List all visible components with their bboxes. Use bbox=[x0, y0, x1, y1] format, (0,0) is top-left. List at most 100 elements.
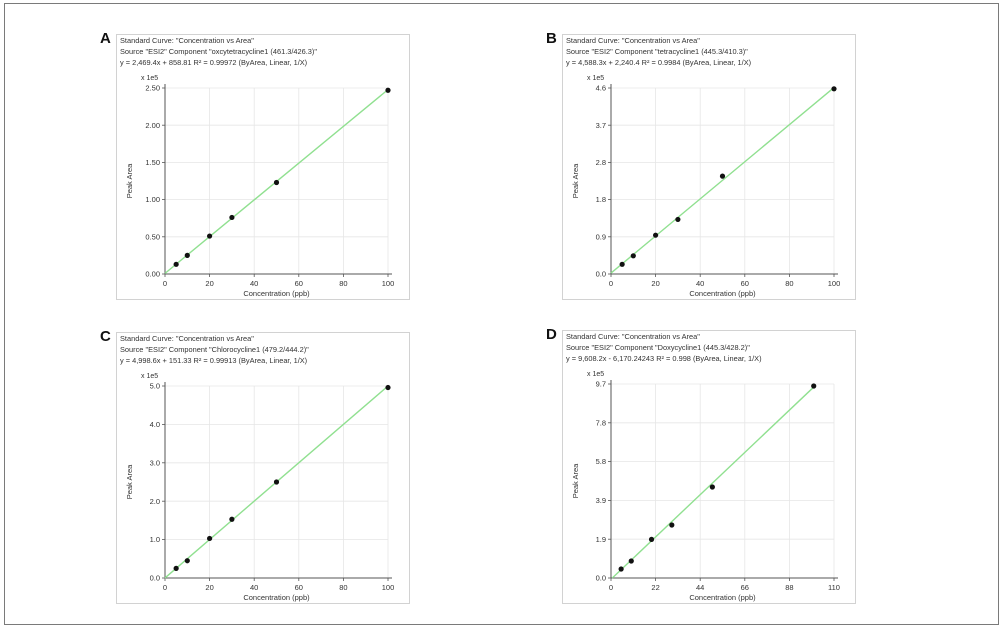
x-tick-label: 0 bbox=[609, 279, 613, 288]
y-tick-label: 2.00 bbox=[145, 121, 160, 130]
y-tick-label: 7.8 bbox=[596, 418, 606, 427]
y-multiplier-label: x 1e5 bbox=[587, 75, 604, 82]
x-tick-label: 80 bbox=[339, 583, 347, 592]
y-tick-label: 1.0 bbox=[150, 535, 160, 544]
panel-c: C Standard Curve: "Concentration vs Area… bbox=[100, 328, 410, 604]
curve-source: Source "ESI2" Component "Doxycycline1 (4… bbox=[566, 343, 750, 352]
data-point bbox=[173, 261, 179, 267]
y-tick-label: 0.0 bbox=[150, 574, 160, 583]
x-tick-label: 80 bbox=[339, 279, 347, 288]
data-point bbox=[184, 252, 190, 258]
x-tick-label: 40 bbox=[250, 279, 258, 288]
panel-letter: B bbox=[546, 30, 557, 47]
x-tick-label: 44 bbox=[696, 583, 704, 592]
curve-equation: y = 9,608.2x - 6,170.24243 R² = 0.998 (B… bbox=[566, 354, 762, 363]
x-tick-label: 60 bbox=[295, 583, 303, 592]
data-point bbox=[184, 558, 190, 564]
chart-c: 0 20 40 60 80 100 0.0 1.0 2.0 3.0 4.0 5.0 x 1e5 Conce… bbox=[125, 373, 395, 602]
regression-line bbox=[610, 87, 835, 274]
y-tick-label: 9.7 bbox=[596, 380, 606, 389]
curve-source: Source "ESI2" Component "tetracycline1 (… bbox=[566, 47, 748, 56]
data-point bbox=[385, 384, 391, 391]
y-tick-label: 1.50 bbox=[145, 158, 160, 167]
x-tick-label: 60 bbox=[295, 279, 303, 288]
regression-line bbox=[611, 386, 815, 579]
panel-letter: A bbox=[100, 30, 111, 47]
panel-letter: D bbox=[546, 326, 557, 343]
x-tick-label: 100 bbox=[828, 279, 841, 288]
x-tick-label: 20 bbox=[205, 583, 213, 592]
y-tick-label: 4.6 bbox=[596, 84, 606, 93]
data-point bbox=[719, 173, 726, 179]
x-tick-label: 0 bbox=[163, 279, 167, 288]
x-tick-label: 66 bbox=[741, 583, 749, 592]
y-tick-label: 2.8 bbox=[596, 158, 606, 167]
curve-source: Source "ESI2" Component "Chlorocycline1 … bbox=[120, 345, 309, 354]
data-point bbox=[630, 253, 636, 259]
data-point bbox=[207, 535, 213, 542]
x-tick-label: 60 bbox=[741, 279, 749, 288]
chart-d: 0 22 44 66 88 110 0.0 1.9 3.9 5.8 7.8 9.7 x 1e5 Conce… bbox=[571, 371, 840, 602]
y-multiplier-label: x 1e5 bbox=[141, 75, 158, 82]
y-axis-title: Peak Area bbox=[125, 163, 134, 198]
chart-a: 0 20 40 60 80 100 0.00 0.50 1.00 1.50 2.00 2.50 x 1e… bbox=[125, 75, 395, 298]
y-tick-label: 2.0 bbox=[150, 497, 160, 506]
curve-title: Standard Curve: "Concentration vs Area" bbox=[566, 332, 700, 341]
y-multiplier-label: x 1e5 bbox=[587, 371, 604, 378]
y-tick-label: 0.00 bbox=[145, 270, 160, 279]
curve-source: Source "ESI2" Component "oxcytetracyclin… bbox=[120, 47, 318, 56]
y-tick-label: 3.9 bbox=[596, 496, 606, 505]
x-axis-title: Concentration (ppb) bbox=[243, 289, 310, 298]
x-tick-label: 0 bbox=[163, 583, 167, 592]
y-tick-label: 1.8 bbox=[596, 195, 606, 204]
data-point bbox=[653, 232, 659, 238]
x-axis-title: Concentration (ppb) bbox=[689, 593, 756, 602]
y-axis-title: Peak Area bbox=[125, 464, 134, 499]
curve-title: Standard Curve: "Concentration vs Area" bbox=[566, 36, 700, 45]
x-tick-label: 80 bbox=[785, 279, 793, 288]
data-point bbox=[273, 179, 280, 186]
y-tick-label: 4.0 bbox=[150, 420, 160, 429]
x-tick-label: 100 bbox=[382, 279, 395, 288]
x-tick-label: 22 bbox=[651, 583, 659, 592]
curve-equation: y = 4,588.3x + 2,240.4 R² = 0.9984 (ByAr… bbox=[566, 58, 752, 67]
data-point bbox=[229, 214, 235, 221]
y-tick-label: 3.7 bbox=[596, 121, 606, 130]
y-tick-label: 5.8 bbox=[596, 457, 606, 466]
panel-b: B Standard Curve: "Concentration vs Area… bbox=[546, 30, 856, 300]
x-tick-label: 0 bbox=[609, 583, 613, 592]
data-point bbox=[385, 87, 391, 93]
curve-title: Standard Curve: "Concentration vs Area" bbox=[120, 36, 254, 45]
y-tick-label: 3.0 bbox=[150, 458, 160, 467]
y-axis-title: Peak Area bbox=[571, 463, 580, 498]
x-axis-title: Concentration (ppb) bbox=[243, 593, 310, 602]
data-point bbox=[229, 516, 235, 522]
panel-d: D Standard Curve: "Concentration vs Area… bbox=[546, 326, 856, 604]
curve-equation: y = 2,469.4x + 858.81 R² = 0.99972 (ByAr… bbox=[120, 58, 308, 67]
x-tick-label: 88 bbox=[785, 583, 793, 592]
y-axis-title: Peak Area bbox=[571, 163, 580, 198]
chart-b: 0 20 40 60 80 100 0.0 0.9 1.8 2.8 3.7 4.6 x 1e5 Conce… bbox=[571, 75, 841, 298]
curve-equation: y = 4,998.6x + 151.33 R² = 0.99913 (ByAr… bbox=[120, 356, 308, 365]
y-tick-label: 0.0 bbox=[596, 574, 606, 583]
y-tick-label: 2.50 bbox=[145, 84, 160, 93]
data-point bbox=[709, 484, 715, 490]
panel-a: A Standard Curve: "Concentration vs Area… bbox=[100, 30, 410, 300]
y-tick-label: 0.50 bbox=[145, 232, 160, 241]
y-tick-label: 0.9 bbox=[596, 232, 606, 241]
x-tick-label: 40 bbox=[250, 583, 258, 592]
data-point bbox=[619, 261, 625, 267]
x-tick-label: 110 bbox=[828, 583, 840, 592]
y-multiplier-label: x 1e5 bbox=[141, 373, 158, 380]
x-tick-label: 100 bbox=[382, 583, 395, 592]
x-tick-label: 20 bbox=[651, 279, 659, 288]
y-tick-label: 1.9 bbox=[596, 535, 606, 544]
data-point bbox=[173, 565, 179, 571]
data-point bbox=[648, 536, 655, 542]
data-point bbox=[628, 558, 634, 564]
x-tick-label: 20 bbox=[205, 279, 213, 288]
data-point bbox=[273, 479, 280, 485]
y-tick-label: 5.0 bbox=[150, 382, 160, 391]
figure-frame bbox=[4, 3, 999, 625]
data-point bbox=[811, 383, 817, 389]
